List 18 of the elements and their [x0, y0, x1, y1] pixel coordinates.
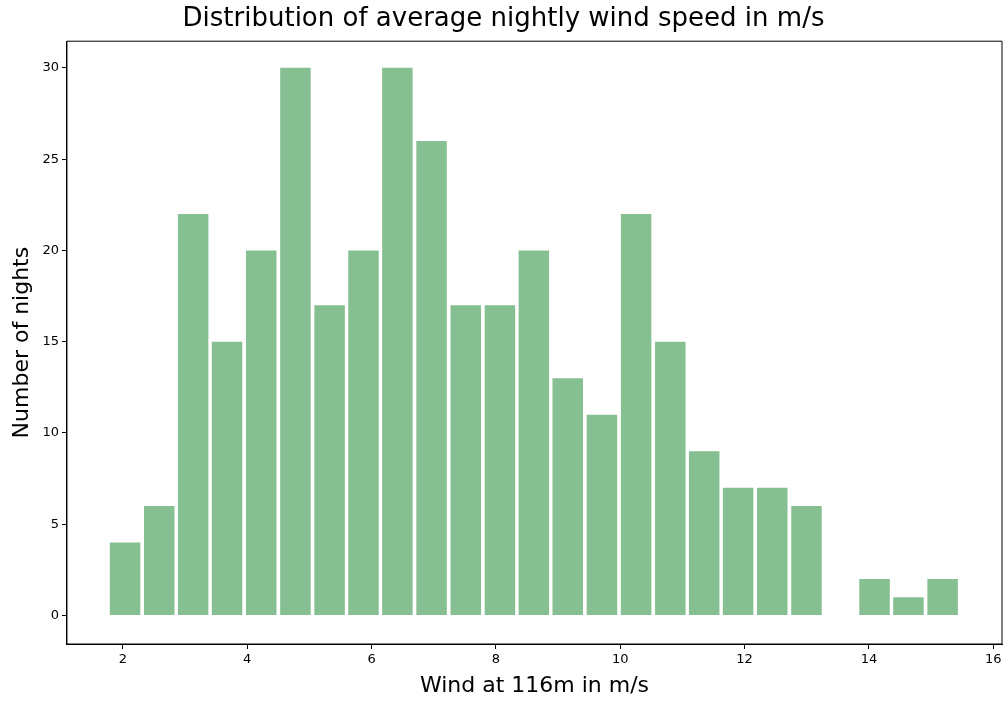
x-tick-label: 4: [243, 651, 252, 667]
y-tick-label: 10: [42, 424, 59, 440]
x-tick-label: 10: [611, 651, 629, 667]
y-axis-title: Number of nights: [7, 246, 33, 439]
x-tick-label: 12: [736, 651, 753, 667]
x-axis-title: Wind at 116m in m/s: [419, 671, 650, 697]
x-tick-label: 6: [367, 651, 376, 667]
y-tick-label: 15: [42, 333, 59, 349]
x-tick-label: 14: [860, 651, 878, 667]
y-tick-label: 20: [42, 241, 59, 257]
y-tick-label: 0: [50, 606, 59, 622]
x-tick-label: 2: [118, 651, 128, 667]
x-tick-label: 16: [985, 651, 1002, 667]
y-tick-label: 5: [50, 515, 59, 531]
x-tick-label: 8: [491, 651, 501, 667]
y-tick-label: 25: [42, 150, 59, 166]
chart-title: Distribution of average nightly wind speed in m/s: [182, 2, 825, 33]
y-tick-label: 30: [42, 59, 59, 75]
